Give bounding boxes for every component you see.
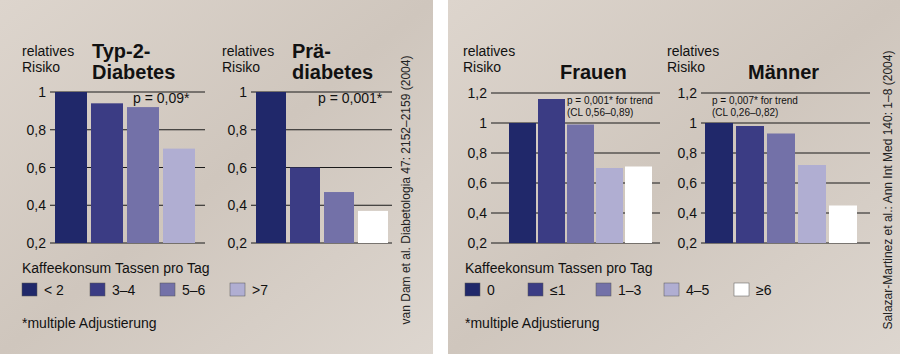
title: Männer — [748, 61, 819, 83]
bar — [767, 134, 795, 244]
tick-label: 0,2 — [468, 235, 488, 251]
bar — [625, 167, 652, 244]
tick-label: 0,8 — [678, 145, 698, 161]
grid-line — [491, 93, 660, 94]
tick-label: 0,2 — [228, 235, 248, 251]
legend-label: ≥6 — [756, 282, 772, 298]
bar — [55, 92, 87, 243]
tick-label: 0,4 — [27, 197, 47, 213]
tick-label: 0,6 — [228, 160, 248, 176]
footnote: *multiple Adjustierung — [465, 315, 600, 331]
legend-label: < 2 — [44, 282, 64, 298]
chart: 0,2 0,4 0,6 0,8 1 relativesRisiko Typ-2-Diabet… — [22, 40, 268, 298]
legend-title: Kaffeekonsum Tassen pro Tag — [465, 260, 653, 276]
bars — [256, 92, 388, 243]
bar — [91, 103, 123, 243]
bar — [567, 125, 594, 244]
tick-label: 0,6 — [678, 175, 698, 191]
bar — [798, 165, 826, 243]
panel: van Dam et al. Diabetologia 47: 2152–215… — [0, 0, 433, 354]
bar — [127, 107, 159, 243]
legend-label: 5–6 — [182, 282, 206, 298]
tick-label: 1,2 — [468, 85, 488, 101]
y-axis-label: relativesRisiko — [22, 43, 74, 75]
legend-swatch — [230, 283, 245, 296]
annotation: p = 0,001* — [318, 90, 383, 106]
legend-swatch — [465, 283, 480, 296]
chart: 0,2 0,4 0,6 0,8 1 1,2 relativesRisiko Männer p =… — [667, 43, 870, 251]
bar — [163, 149, 195, 243]
bars — [55, 92, 195, 243]
legend-swatch — [528, 283, 543, 296]
tick-label: 1 — [479, 115, 487, 131]
bar — [509, 123, 536, 243]
tick-label: 0,2 — [27, 235, 47, 251]
legend-swatch — [90, 283, 105, 296]
legend-swatch — [160, 283, 175, 296]
bar — [358, 211, 388, 243]
bars — [509, 99, 652, 243]
bar — [736, 126, 764, 243]
bar — [705, 123, 733, 243]
title: Frauen — [560, 61, 627, 83]
tick-label: 0,8 — [27, 122, 47, 138]
tick-label: 0,6 — [27, 160, 47, 176]
bars — [705, 123, 857, 243]
legend-label: 1–3 — [618, 282, 642, 298]
source: van Dam et al. Diabetologia 47: 2152–215… — [399, 56, 413, 325]
legend-swatch — [596, 283, 611, 296]
tick-label: 0,4 — [678, 205, 698, 221]
source: Salazar-Martinez et al.: Ann Int Med 140… — [881, 51, 895, 330]
grid-line — [701, 93, 870, 94]
tick-label: 0,4 — [468, 205, 488, 221]
panel-background — [0, 0, 433, 354]
bar — [324, 192, 354, 243]
title: Prä-diabetes — [292, 40, 373, 83]
bar — [829, 206, 857, 244]
title: Typ-2-Diabetes — [92, 40, 175, 83]
panel: Salazar-Martinez et al.: Ann Int Med 140… — [448, 0, 900, 354]
tick-label: 1 — [38, 84, 46, 100]
bar — [290, 168, 320, 244]
legend-label: 3–4 — [112, 282, 136, 298]
annotation: p = 0,09* — [133, 90, 190, 106]
tick-label: 1,2 — [678, 85, 698, 101]
bar — [596, 168, 623, 243]
tick-label: 0,6 — [468, 175, 488, 191]
chart: 0,2 0,4 0,6 0,8 1 relativesRisiko Prä-diabetes… — [222, 40, 392, 251]
tick-label: 0,8 — [228, 122, 248, 138]
annotation: p = 0,007* for trend(CL 0,26–0,82) — [712, 95, 798, 118]
tick-label: 0,2 — [678, 235, 698, 251]
bar — [256, 92, 286, 243]
chart: 0,2 0,4 0,6 0,8 1 1,2 relativesRisiko Frauen p =… — [463, 43, 772, 298]
y-axis-label: relativesRisiko — [667, 43, 719, 75]
legend-label: ≤1 — [550, 282, 566, 298]
legend-swatch — [734, 283, 749, 296]
legend-swatch — [664, 283, 679, 296]
legend-label: >7 — [252, 282, 268, 298]
tick-label: 1 — [689, 115, 697, 131]
legend-swatch — [22, 283, 37, 296]
bar — [538, 99, 565, 243]
figure: van Dam et al. Diabetologia 47: 2152–215… — [0, 0, 900, 354]
y-axis-label: relativesRisiko — [222, 43, 274, 75]
y-axis-label: relativesRisiko — [463, 43, 515, 75]
panel-background — [448, 0, 900, 354]
tick-label: 1 — [239, 84, 247, 100]
tick-label: 0,8 — [468, 145, 488, 161]
footnote: *multiple Adjustierung — [22, 315, 157, 331]
legend-label: 0 — [487, 282, 495, 298]
annotation: p = 0,001* for trend(CL 0,56–0,89) — [567, 95, 653, 118]
legend-label: 4–5 — [686, 282, 710, 298]
legend-title: Kaffeekonsum Tassen pro Tag — [22, 260, 210, 276]
tick-label: 0,4 — [228, 197, 248, 213]
